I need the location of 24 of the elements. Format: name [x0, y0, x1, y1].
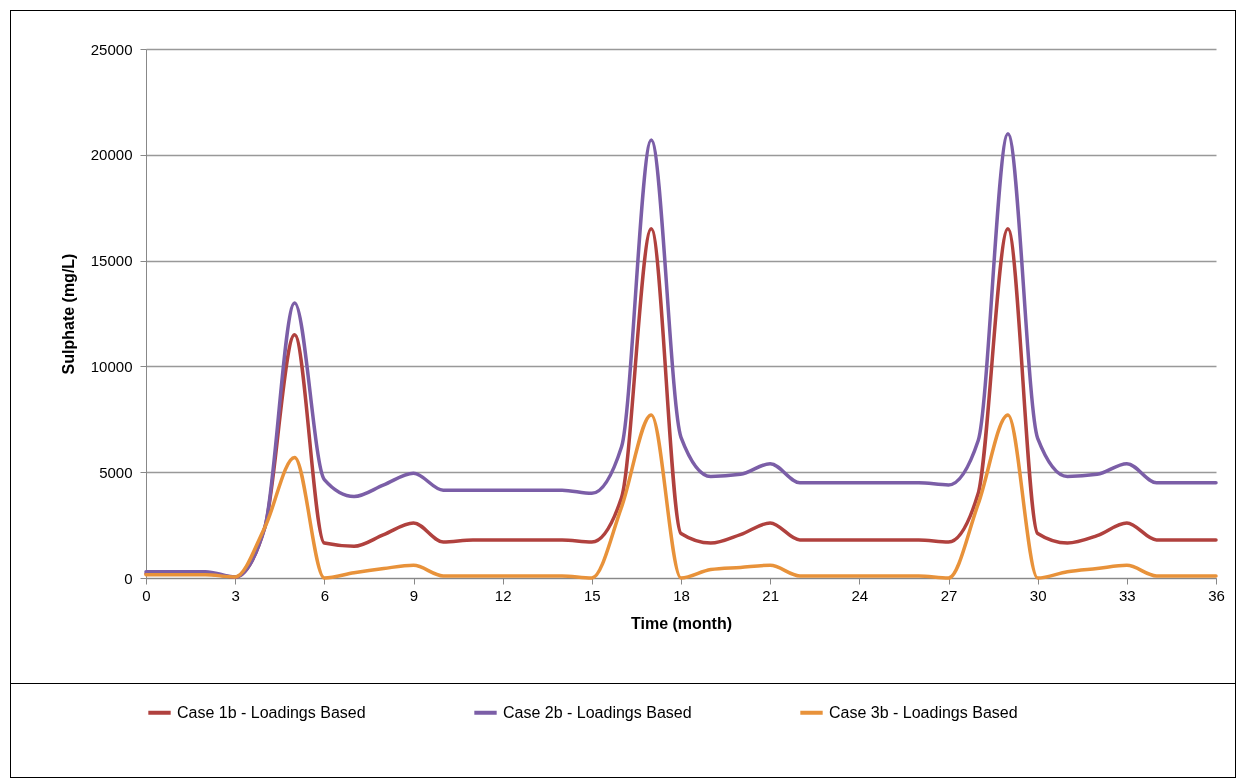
x-tick-label: 9 [409, 586, 419, 604]
x-tick-label: 18 [673, 586, 690, 604]
y-tick-label: 20000 [90, 146, 133, 164]
legend-label: Case 2b - Loadings Based [503, 703, 692, 721]
x-tick-label: 15 [583, 586, 601, 604]
x-tick-label: 33 [1118, 586, 1136, 604]
legend-label: Case 1b - Loadings Based [177, 703, 366, 721]
x-axis-title: Time (month) [630, 614, 733, 632]
y-tick-label: 0 [124, 569, 133, 587]
x-tick-label: 3 [231, 586, 240, 604]
x-tick-label: 6 [320, 586, 330, 604]
x-tick-label: 24 [851, 586, 869, 604]
x-tick-label: 21 [762, 586, 780, 604]
y-tick-label: 10000 [90, 357, 133, 375]
y-tick-label: 15000 [90, 252, 133, 270]
x-tick-label: 27 [940, 586, 958, 604]
y-tick-label: 25000 [90, 40, 133, 58]
x-tick-label: 30 [1029, 586, 1047, 604]
y-tick-label: 5000 [99, 463, 133, 481]
x-tick-label: 0 [142, 586, 151, 604]
x-tick-label: 36 [1208, 586, 1225, 604]
y-axis-title: Sulphate (mg/L) [59, 253, 77, 375]
legend-label: Case 3b - Loadings Based [829, 703, 1018, 721]
x-tick-label: 12 [494, 586, 512, 604]
